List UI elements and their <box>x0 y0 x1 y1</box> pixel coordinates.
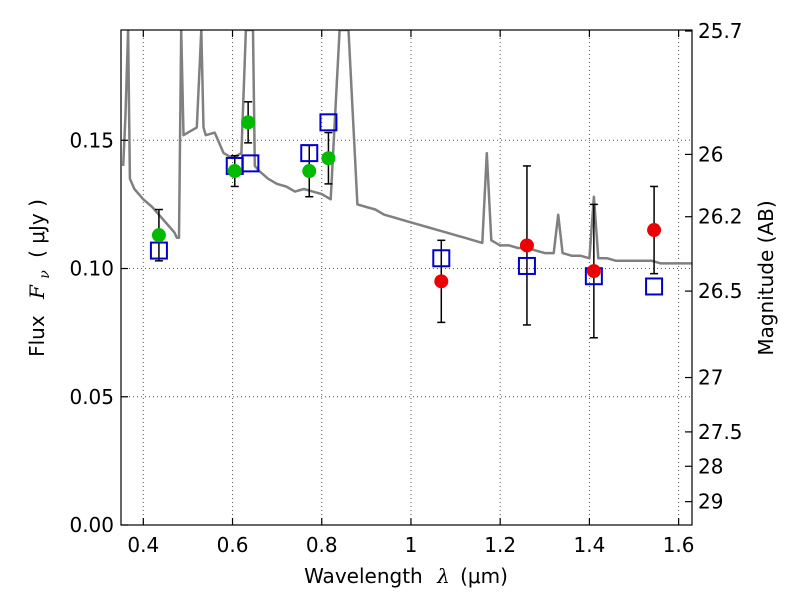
observed-flux-red-point <box>647 223 662 238</box>
model-flux-square <box>149 241 168 260</box>
y2-tick-label: 26.5 <box>698 279 743 303</box>
y-tick-label: 0.15 <box>69 128 114 152</box>
grid-lines <box>121 30 692 526</box>
y2-tick-label: 25.7 <box>698 19 743 43</box>
observed-flux-green-point <box>321 151 336 166</box>
observed-flux-green-point <box>241 115 256 130</box>
y2-tick-label: 26 <box>698 142 723 166</box>
model-flux-square <box>432 249 451 268</box>
x-tick-label: 1.4 <box>573 533 605 557</box>
axes: 0.4 0.6 0.8 1 1.2 1.4 1.6 0.00 0.05 0.10 0.15 25.7 2… <box>69 19 742 557</box>
y2-tick-label: 27.5 <box>698 420 743 444</box>
y-tick-label: 0.05 <box>69 385 114 409</box>
model-flux-square <box>241 154 260 173</box>
y2-tick-label: 28 <box>698 454 723 478</box>
y2-tick-label: 29 <box>698 490 723 514</box>
x-tick-label: 0.6 <box>217 533 249 557</box>
observed-flux-red-point <box>586 264 601 279</box>
y-tick-label: 0.00 <box>69 513 114 537</box>
x-tick-label: 1.6 <box>663 533 695 557</box>
observed-flux-green-point <box>151 228 166 243</box>
model-flux-square <box>300 144 319 163</box>
y-tick-label: 0.10 <box>69 257 114 281</box>
observed-flux-green-point <box>227 164 242 179</box>
model-flux-square <box>645 277 664 296</box>
y2-tick-label: 26.2 <box>698 205 743 229</box>
observed-flux-red-point <box>434 274 449 289</box>
observed-flux-green-point <box>302 164 317 179</box>
plot-frame <box>120 29 693 526</box>
y2-axis-label: Magnitude (AB) <box>754 200 778 355</box>
y2-tick-label: 27 <box>698 366 723 390</box>
x-tick-label: 1 <box>405 533 418 557</box>
x-tick-label: 1.2 <box>484 533 516 557</box>
model-flux-square <box>517 256 536 275</box>
model-flux-square <box>319 113 338 132</box>
model-spectrum-line <box>121 30 692 265</box>
x-tick-label: 0.8 <box>306 533 338 557</box>
x-axis-label: Wavelength λ (μm) <box>304 564 508 588</box>
observed-flux-red-point <box>519 238 534 253</box>
plot-area <box>121 30 692 339</box>
y-axis-label: Flux F ν ( μJy ) <box>25 199 54 357</box>
x-tick-label: 0.4 <box>127 533 159 557</box>
